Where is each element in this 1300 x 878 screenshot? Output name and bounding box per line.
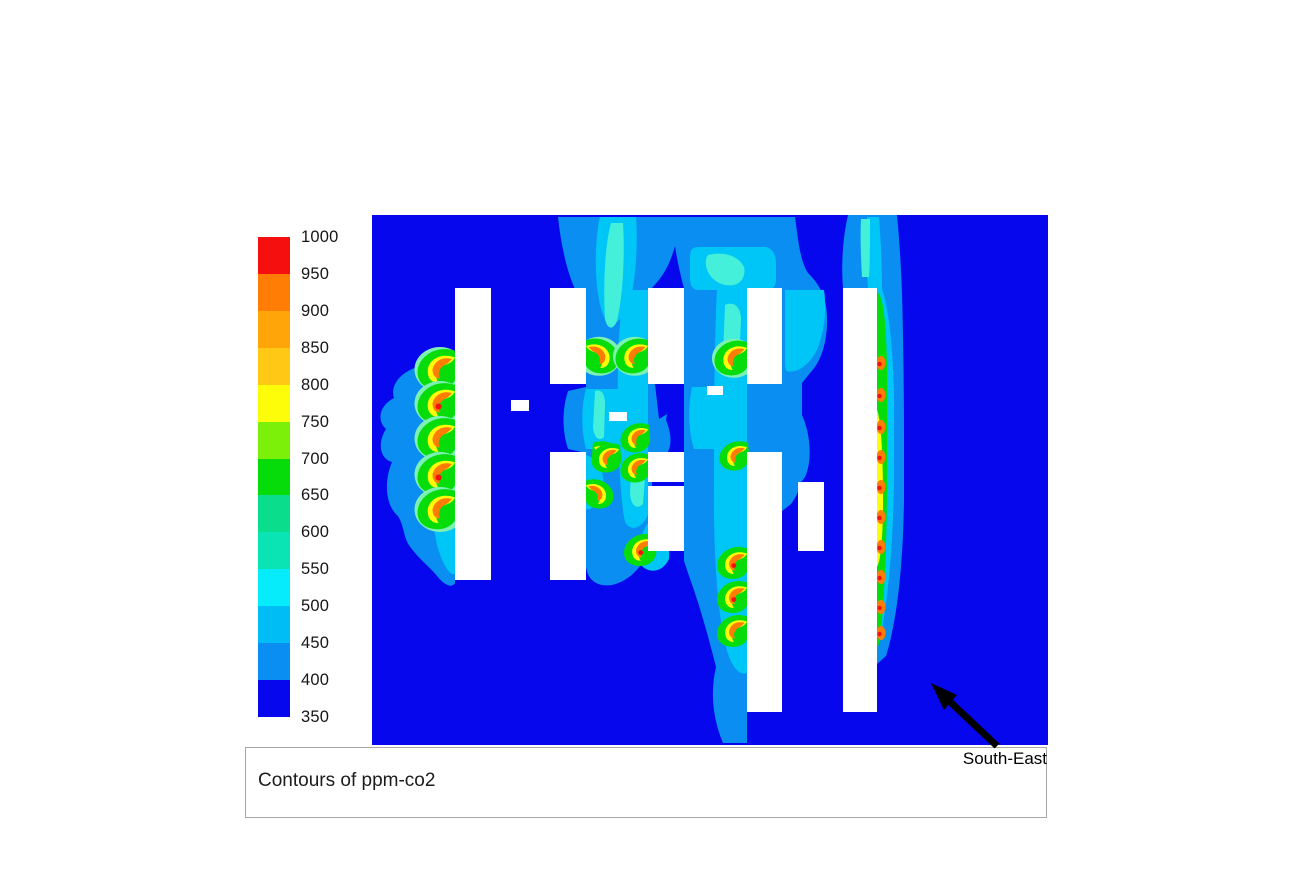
building-block [843, 288, 877, 712]
building-block [550, 452, 586, 580]
hotspot-curl [414, 487, 466, 532]
caption-box: Contours of ppm-co2 [245, 747, 1047, 818]
hotspot-curl [717, 580, 750, 613]
legend-band [258, 237, 290, 274]
building-block [550, 288, 586, 384]
legend-band [258, 532, 290, 570]
plume-cyan [689, 387, 747, 449]
contour-plot [372, 215, 1048, 745]
hotspot-flame-core [877, 361, 882, 367]
plume-cyan [785, 290, 826, 372]
hotspot-curl [576, 336, 622, 376]
plume-mid [782, 452, 804, 511]
legend-tick-label: 550 [301, 560, 330, 579]
legend-tick-label: 400 [301, 671, 330, 690]
legend-band [258, 458, 290, 496]
legend-band [258, 347, 290, 385]
legend-band [258, 606, 290, 644]
legend-band [258, 569, 290, 607]
building-block [455, 288, 491, 580]
building-block [648, 288, 684, 384]
legend-band [258, 643, 290, 681]
hotspot-curl [719, 441, 750, 471]
legend-tick-label: 500 [301, 597, 330, 616]
hotspot-curl [711, 338, 757, 378]
building-block [798, 482, 824, 551]
hotspot-flame-core [877, 605, 882, 611]
legend-band [258, 680, 290, 717]
legend-tick-label: 450 [301, 634, 330, 653]
caption-text: Contours of ppm-co2 [258, 770, 436, 791]
plume-core [705, 253, 745, 286]
legend-band [258, 273, 290, 311]
hotspot-curl [414, 381, 466, 426]
legend-tick-label: 750 [301, 412, 330, 431]
hotspot-curl [414, 452, 466, 497]
legend-tick-label: 800 [301, 375, 330, 394]
building-block [747, 288, 782, 384]
hotspot-curl [620, 453, 651, 483]
hotspot-curl [717, 614, 750, 647]
hotspot-flame-core [877, 515, 882, 521]
hotspot-curl [583, 479, 614, 509]
legend-tick-label: 350 [301, 708, 330, 726]
small-block [609, 412, 627, 421]
hotspot-flame-core [877, 393, 882, 399]
legend-band [258, 384, 290, 422]
legend-band [258, 495, 290, 533]
colorbar [258, 237, 290, 717]
hotspot-curl [591, 443, 622, 473]
hotspot-flame-core [877, 545, 882, 551]
contour-field [372, 215, 1048, 745]
hotspot-flame-core [877, 425, 882, 431]
building-block [747, 452, 782, 712]
building-block [648, 452, 684, 482]
legend-tick-label: 950 [301, 264, 330, 283]
legend-band [258, 310, 290, 348]
compass-label: South-East [962, 749, 1047, 768]
hotspot-curl [717, 546, 750, 579]
hotspot-curl [612, 336, 658, 376]
hotspot-flame-core [877, 575, 882, 581]
legend-tick-label: 600 [301, 523, 330, 542]
plume-core [604, 223, 624, 328]
small-block [707, 386, 723, 395]
plume-core [860, 219, 870, 277]
legend-band [258, 421, 290, 459]
plume-core [593, 390, 605, 440]
building-block [648, 486, 684, 551]
legend-tick-label: 850 [301, 338, 330, 357]
small-block [511, 400, 529, 411]
hotspot-flame-core [877, 631, 882, 637]
legend-tick-label: 650 [301, 486, 330, 505]
legend-tick-label: 700 [301, 449, 330, 468]
hotspot-flame-core [877, 485, 882, 491]
hotspot-curl [414, 347, 466, 392]
plume-dark-patch [655, 384, 672, 419]
legend-tick-label: 900 [301, 301, 330, 320]
hotspot-flame-core [877, 455, 882, 461]
hotspot-curl [620, 423, 651, 453]
hotspot-curl [414, 416, 466, 461]
legend-tick-label: 1000 [301, 228, 339, 246]
